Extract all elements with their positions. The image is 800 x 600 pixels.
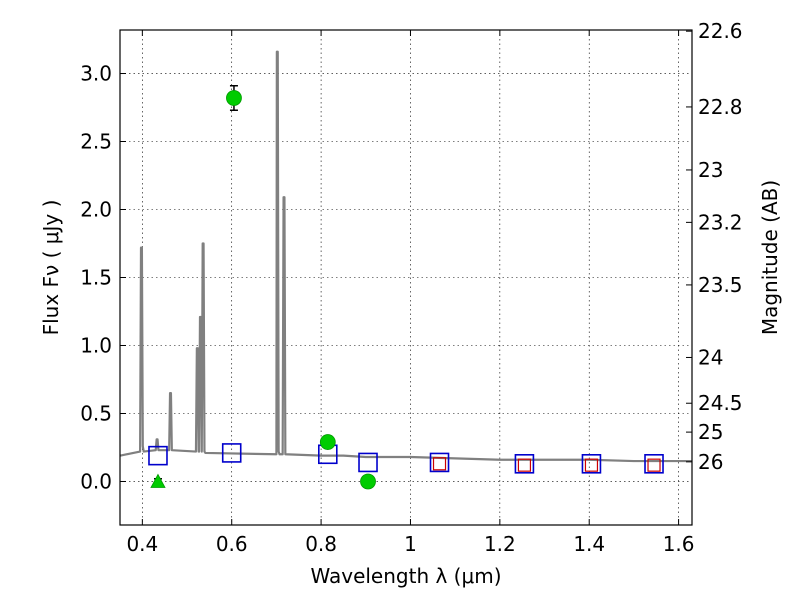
mag-tick-label: 22.8 (698, 95, 743, 119)
mag-tick-label: 23 (698, 158, 723, 182)
data-layer (119, 50, 692, 490)
grid (120, 30, 692, 525)
y-tick-label: 2.5 (80, 130, 112, 154)
labels: Wavelength λ (μm) Flux Fν ( μJy ) Magnit… (39, 180, 782, 588)
observed-point (319, 434, 336, 450)
x-tick-label: 0.4 (126, 532, 158, 556)
y-tick-label: 3.0 (80, 62, 112, 86)
mag-tick-label: 22.6 (698, 19, 743, 43)
model-point (644, 454, 664, 474)
y-tick-label: 1.0 (80, 333, 112, 357)
y-tick-label: 1.5 (80, 266, 112, 290)
model-point (514, 454, 535, 474)
observed-point (226, 90, 242, 106)
mag-tick-label: 24 (698, 345, 723, 369)
upper-limit-point (150, 473, 166, 488)
model-point-red (584, 458, 599, 472)
x-axis-label: Wavelength λ (μm) (310, 564, 501, 588)
mag-tick-label: 23.5 (698, 273, 743, 297)
x-tick-label: 1 (404, 532, 417, 556)
model-point (581, 454, 602, 474)
model-point (221, 443, 242, 463)
y-tick-label: 2.0 (80, 198, 112, 222)
model-point (148, 445, 168, 466)
model-point-red (517, 458, 532, 472)
x-tick-label: 1.4 (573, 532, 605, 556)
mag-tick-label: 23.2 (698, 210, 743, 234)
x-tick-label: 0.8 (305, 532, 337, 556)
ticks: 0.4 0.6 0.8 1 1.2 1.4 1.6 0.0 0.5 1.0 1.5 2.0 2.5 3.0… (80, 19, 742, 556)
model-point-red (432, 457, 447, 471)
mag-tick-label: 25 (698, 420, 723, 444)
model-point (429, 452, 450, 473)
x-tick-label: 0.6 (216, 532, 248, 556)
y-tick-label: 0.5 (80, 401, 112, 425)
mag-tick-label: 26 (698, 450, 723, 474)
x-tick-label: 1.6 (663, 532, 695, 556)
mag-tick-label: 24.5 (698, 391, 743, 415)
observed-point (360, 473, 376, 490)
x-tick-label: 1.2 (484, 532, 516, 556)
y-axis-label: Flux Fν ( μJy ) (39, 200, 63, 336)
model-point (358, 452, 378, 473)
y-tick-label: 0.0 (80, 469, 112, 493)
y-axis-right-label: Magnitude (AB) (758, 180, 782, 335)
model-point-red (647, 458, 661, 472)
spectrum-line (119, 50, 692, 463)
